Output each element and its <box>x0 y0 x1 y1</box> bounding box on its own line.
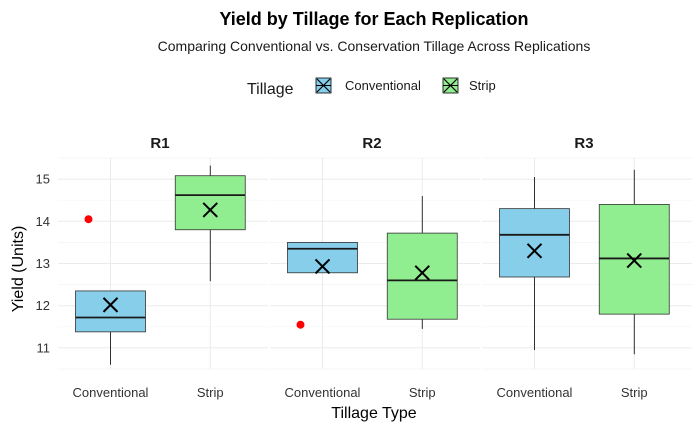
x-tick-label: Strip <box>409 385 436 400</box>
mean-marker <box>102 297 119 313</box>
box-r1-strip <box>174 165 246 282</box>
facet-label-r3: R3 <box>574 135 593 152</box>
y-axis: 11 12 13 14 15 <box>36 172 50 356</box>
legend-label-conventional: Conventional <box>345 78 421 93</box>
x-tick-label: Conventional <box>285 385 361 400</box>
box-iqr <box>499 208 570 278</box>
legend-label-strip: Strip <box>469 78 496 93</box>
box-r2-conventional <box>287 241 358 329</box>
x-tick-label: Strip <box>621 385 648 400</box>
panel-r1: R1 Conventional Strip <box>58 135 268 400</box>
x-tick-label: Strip <box>197 385 224 400</box>
box-iqr <box>75 290 146 333</box>
chart-subtitle: Comparing Conventional vs. Conservation … <box>158 38 591 54</box>
facet-label-r2: R2 <box>362 135 381 152</box>
legend-key-strip <box>442 77 459 94</box>
mean-marker <box>626 252 642 269</box>
box-r2-strip <box>386 195 458 329</box>
outlier-point <box>84 215 93 224</box>
mean-marker <box>314 258 331 275</box>
y-tick-label: 13 <box>36 256 50 271</box>
mean-marker <box>414 265 430 281</box>
outlier-point <box>296 320 305 329</box>
x-tick-label: Conventional <box>73 385 149 400</box>
y-tick-label: 11 <box>37 340 51 355</box>
box-iqr <box>174 175 246 231</box>
panel-r2: R2 Conventional Strip <box>270 135 480 400</box>
x-tick-label: Conventional <box>497 385 573 400</box>
box-r3-strip <box>598 169 670 355</box>
y-axis-title: Yield (Units) <box>10 226 27 313</box>
y-tick-label: 15 <box>36 172 50 187</box>
legend-key-conventional <box>315 77 332 94</box>
legend-title: Tillage <box>247 81 294 98</box>
box-iqr <box>386 232 458 320</box>
y-tick-label: 14 <box>36 214 50 229</box>
box-r1-conventional <box>75 215 146 365</box>
legend: Tillage Conventional Strip <box>247 77 496 98</box>
facet-label-r1: R1 <box>150 135 169 152</box>
mean-marker <box>202 202 218 218</box>
box-r3-conventional <box>499 176 570 351</box>
x-axis-title: Tillage Type <box>331 405 416 422</box>
chart-title: Yield by Tillage for Each Replication <box>219 9 528 29</box>
panel-r3: R3 Conventional Strip <box>482 135 692 400</box>
mean-marker <box>526 243 543 259</box>
y-tick-label: 12 <box>36 298 50 313</box>
box-iqr <box>287 241 358 274</box>
